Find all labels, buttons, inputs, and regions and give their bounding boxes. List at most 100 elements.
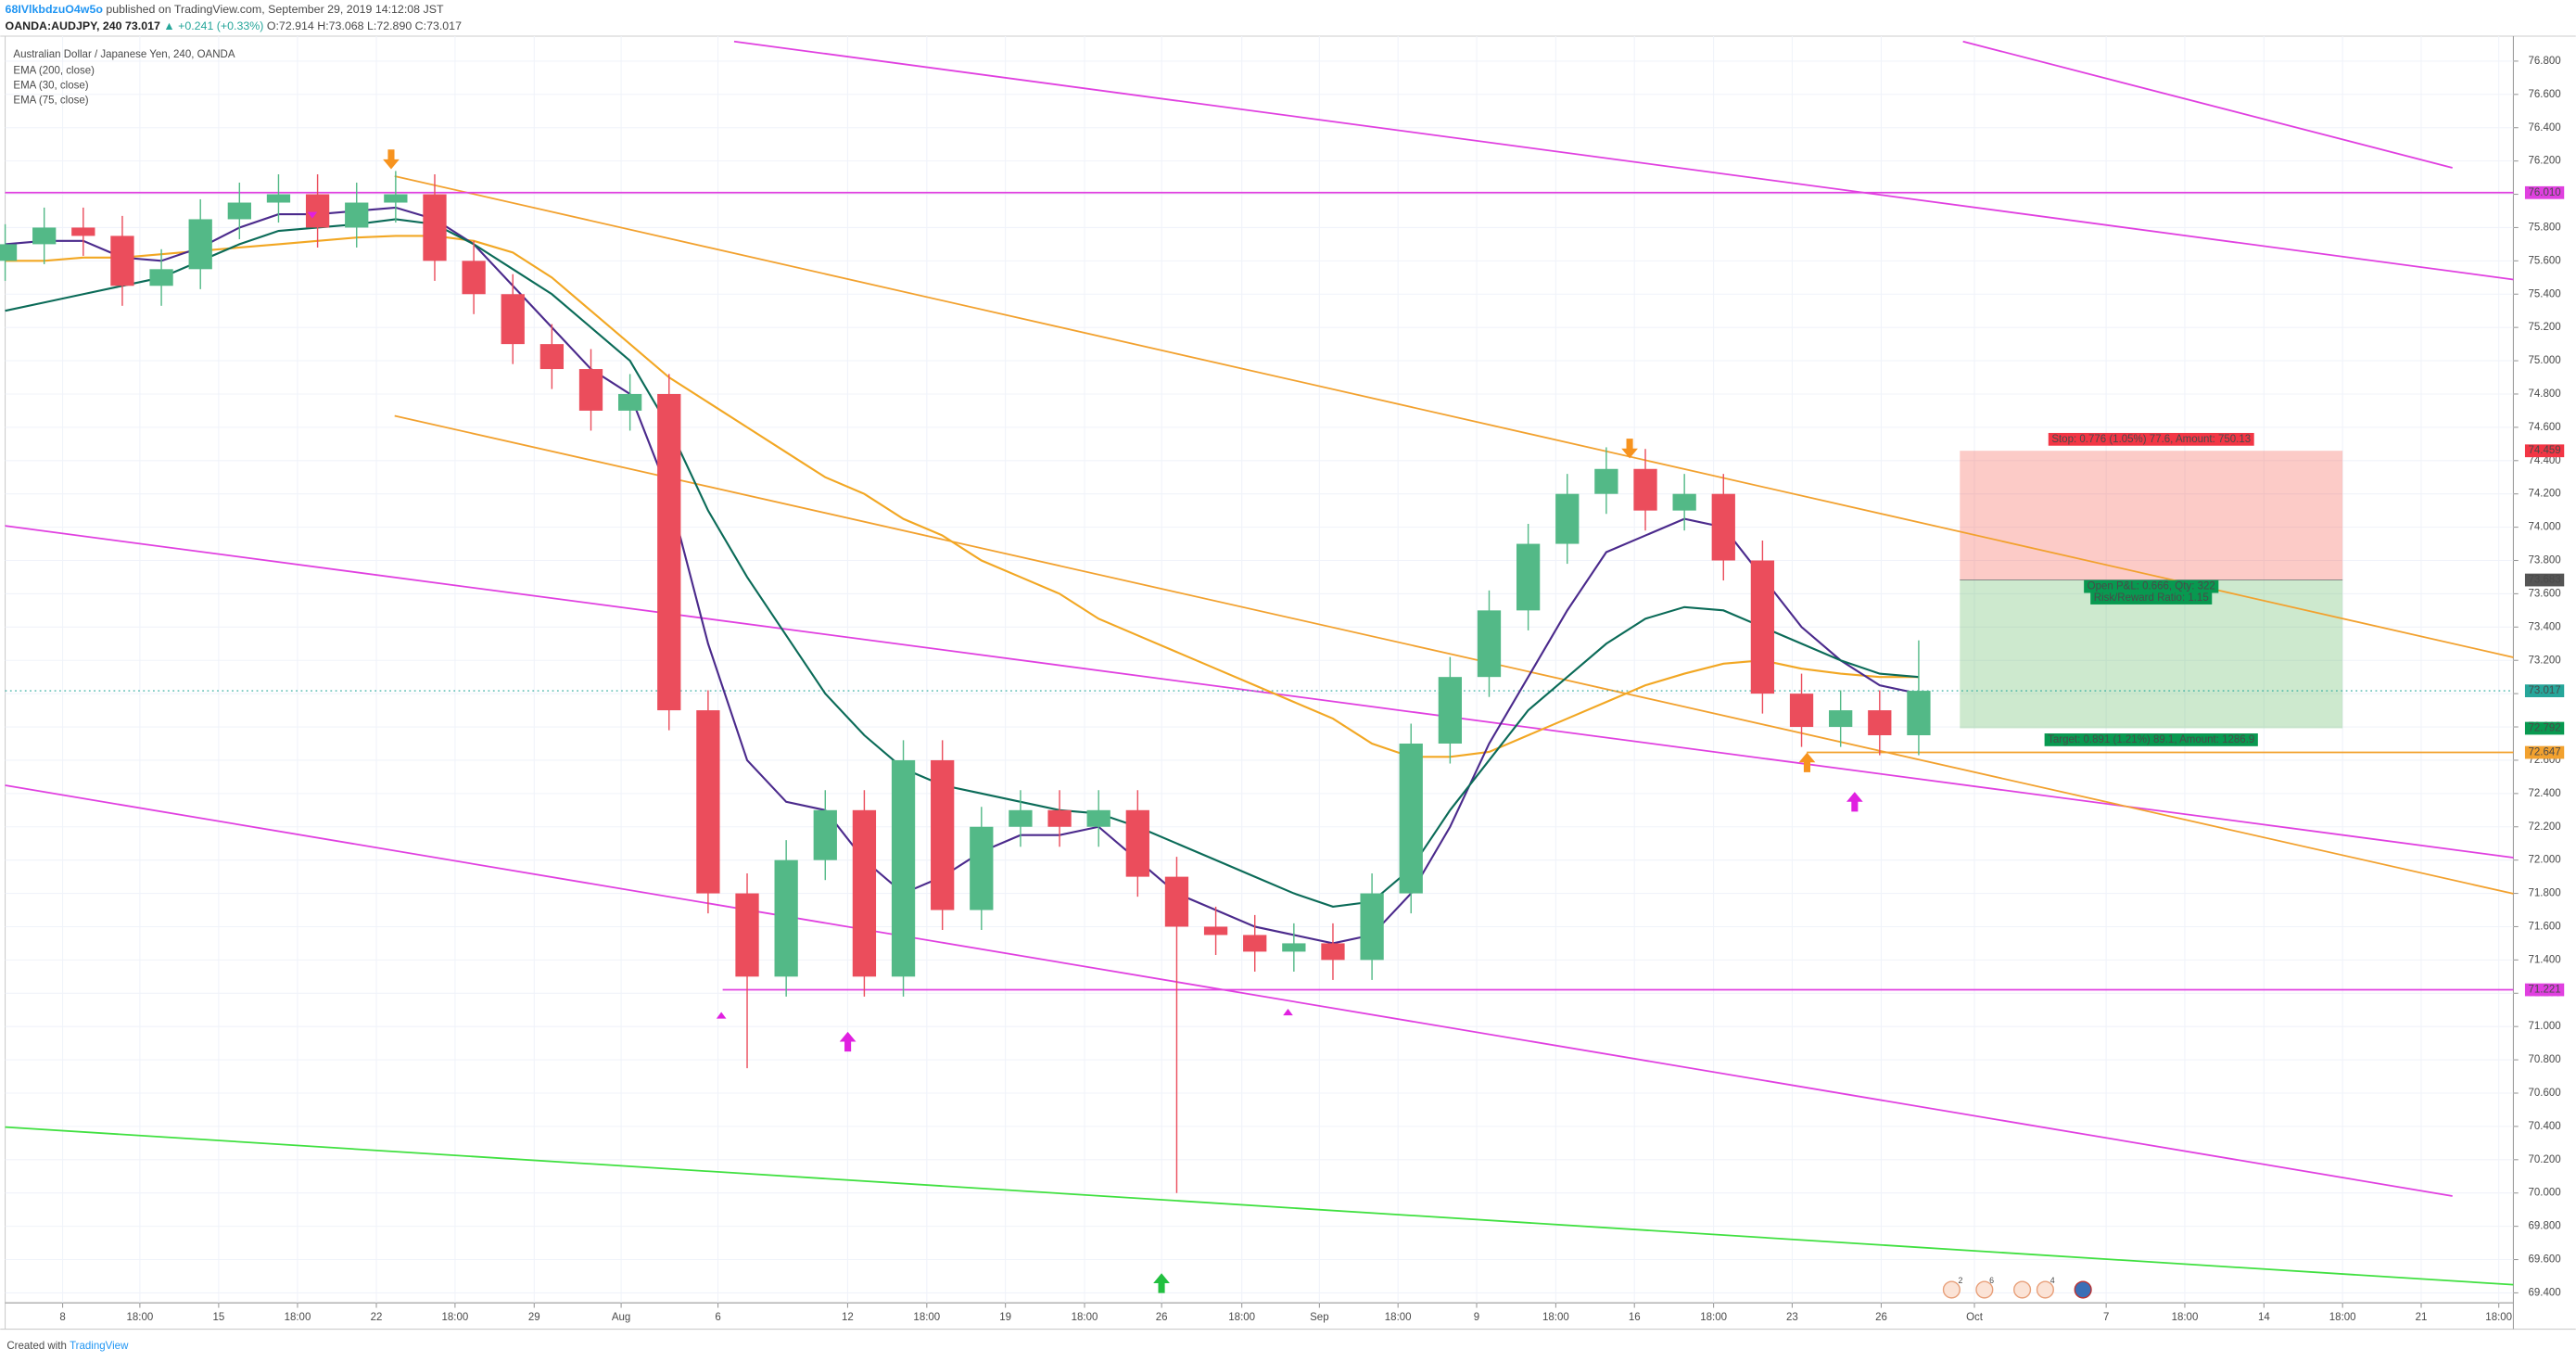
candle-body: [1555, 493, 1580, 544]
x-tick-label: 21: [2416, 1312, 2428, 1323]
trendline: [394, 414, 2514, 895]
created-with: Created with: [6, 1341, 67, 1352]
events: 2 6 4: [1942, 1276, 2092, 1299]
event-icon[interactable]: [2036, 1280, 2054, 1299]
candle-body: [774, 859, 798, 977]
candle-body: [1360, 893, 1384, 961]
event-icon[interactable]: [1975, 1280, 1994, 1299]
event-count: 6: [1989, 1276, 1994, 1285]
candle-body: [0, 244, 18, 261]
candle-body: [1516, 543, 1541, 611]
price-badge: 72.792: [2528, 723, 2560, 734]
flag-icon[interactable]: [2074, 1280, 2092, 1299]
target-label: Target: 0.891 (1.21%) 89.1, Amount: 1286…: [2048, 734, 2254, 745]
y-tick-label: 73.600: [2528, 588, 2560, 599]
y-tick-label: 75.600: [2528, 255, 2560, 266]
y-tick-label: 70.800: [2528, 1054, 2560, 1065]
event-count: 4: [2050, 1276, 2055, 1285]
change: ▲ +0.241 (+0.33%): [163, 19, 263, 32]
x-tick-label: 18:00: [913, 1312, 940, 1323]
x-tick-label: 18:00: [442, 1312, 469, 1323]
target-label-bg: [2044, 733, 2258, 746]
legend-entry: EMA (30, close): [13, 81, 88, 92]
y-tick-label: 72.400: [2528, 788, 2560, 799]
y-tick-label: 76.600: [2528, 89, 2560, 100]
publish-line: 68IVlkbdzuO4w5o published on TradingView…: [6, 3, 444, 16]
x-tick-label: 18:00: [1700, 1312, 1727, 1323]
event-icon[interactable]: [1942, 1280, 1961, 1299]
candle-body: [1243, 935, 1267, 952]
y-tick-label: 74.600: [2528, 422, 2560, 433]
x-tick-label: 14: [2258, 1312, 2270, 1323]
rr-label: Risk/Reward Ratio: 1.15: [2094, 592, 2209, 604]
triangle-down: [307, 211, 318, 219]
x-tick-label: 18:00: [2172, 1312, 2199, 1323]
candle-body: [1009, 809, 1033, 827]
event-icon[interactable]: [2013, 1280, 2032, 1299]
candle-body: [1086, 809, 1110, 827]
candle-body: [539, 344, 565, 370]
trendline: [733, 40, 2514, 281]
brand[interactable]: TradingView: [70, 1341, 129, 1352]
candle-body: [578, 369, 603, 411]
x-tick-label: 18:00: [2485, 1312, 2512, 1323]
pnl-label: Open P&L: 0.666, Qty: 322: [2087, 581, 2215, 592]
candle-body: [1282, 943, 1306, 952]
price-badge-bg: [2524, 684, 2565, 698]
price-badge-bg: [2524, 745, 2565, 759]
x-tick-label: 29: [528, 1312, 540, 1323]
price-badge: 73.683: [2528, 575, 2560, 586]
author[interactable]: 68IVlkbdzuO4w5o: [6, 3, 104, 16]
published: published on TradingView.com, September …: [106, 3, 444, 16]
legend-entry: EMA (200, close): [13, 66, 95, 77]
candle-body: [852, 809, 877, 977]
y-tick-label: 71.600: [2528, 922, 2560, 933]
stop-zone: [1960, 451, 2343, 580]
y-tick-label: 70.600: [2528, 1088, 2560, 1099]
y-tick-label: 76.200: [2528, 156, 2560, 167]
candle-body: [305, 194, 330, 228]
x-tick-label: 8: [59, 1312, 65, 1323]
candle-body: [735, 893, 759, 977]
rr-label-bg: [2090, 592, 2213, 605]
trendline: [1962, 40, 2453, 169]
price-badge: 72.647: [2528, 747, 2560, 758]
pnl-label-bg: [2084, 579, 2219, 593]
y-tick-label: 69.800: [2528, 1221, 2560, 1232]
plot: Stop: 0.776 (1.05%) 77.6, Amount: 750.13…: [0, 35, 2514, 1304]
candle-body: [1477, 610, 1502, 678]
candle-body: [891, 759, 916, 977]
y-tick-label: 69.400: [2528, 1287, 2560, 1298]
candle-body: [1399, 743, 1423, 894]
candle-body: [1711, 493, 1735, 561]
x-tick-label: Aug: [612, 1312, 630, 1323]
x-tick-label: 16: [1629, 1312, 1641, 1323]
x-tick-label: Oct: [1966, 1312, 1984, 1323]
y-tick-label: 72.200: [2528, 821, 2560, 833]
y-tick-label: 75.000: [2528, 355, 2560, 366]
y-tick-label: 75.800: [2528, 222, 2560, 233]
candle-body: [501, 294, 525, 345]
candle-body: [1829, 710, 1853, 728]
candle-body: [1750, 560, 1775, 694]
x-tick-label: 22: [371, 1312, 383, 1323]
legend-entry: EMA (75, close): [13, 95, 88, 107]
price-badge: 73.017: [2528, 685, 2560, 696]
candle-body: [1594, 468, 1618, 494]
price-badge-bg: [2524, 721, 2565, 735]
candle-body: [149, 269, 173, 286]
markers: [307, 149, 1863, 1293]
price-badge: 76.010: [2528, 187, 2560, 198]
x-tick-label: 26: [1156, 1312, 1168, 1323]
y-tick-label: 74.200: [2528, 489, 2560, 500]
candle-body: [227, 202, 251, 220]
candle-body: [1047, 809, 1072, 827]
ema-line: [5, 235, 1919, 758]
candle-body: [1633, 468, 1657, 511]
x-tick-label: 19: [999, 1312, 1011, 1323]
candle-body: [384, 194, 408, 203]
candle-body: [345, 202, 369, 228]
candle-body: [657, 393, 681, 711]
x-tick-label: 18:00: [1542, 1312, 1569, 1323]
